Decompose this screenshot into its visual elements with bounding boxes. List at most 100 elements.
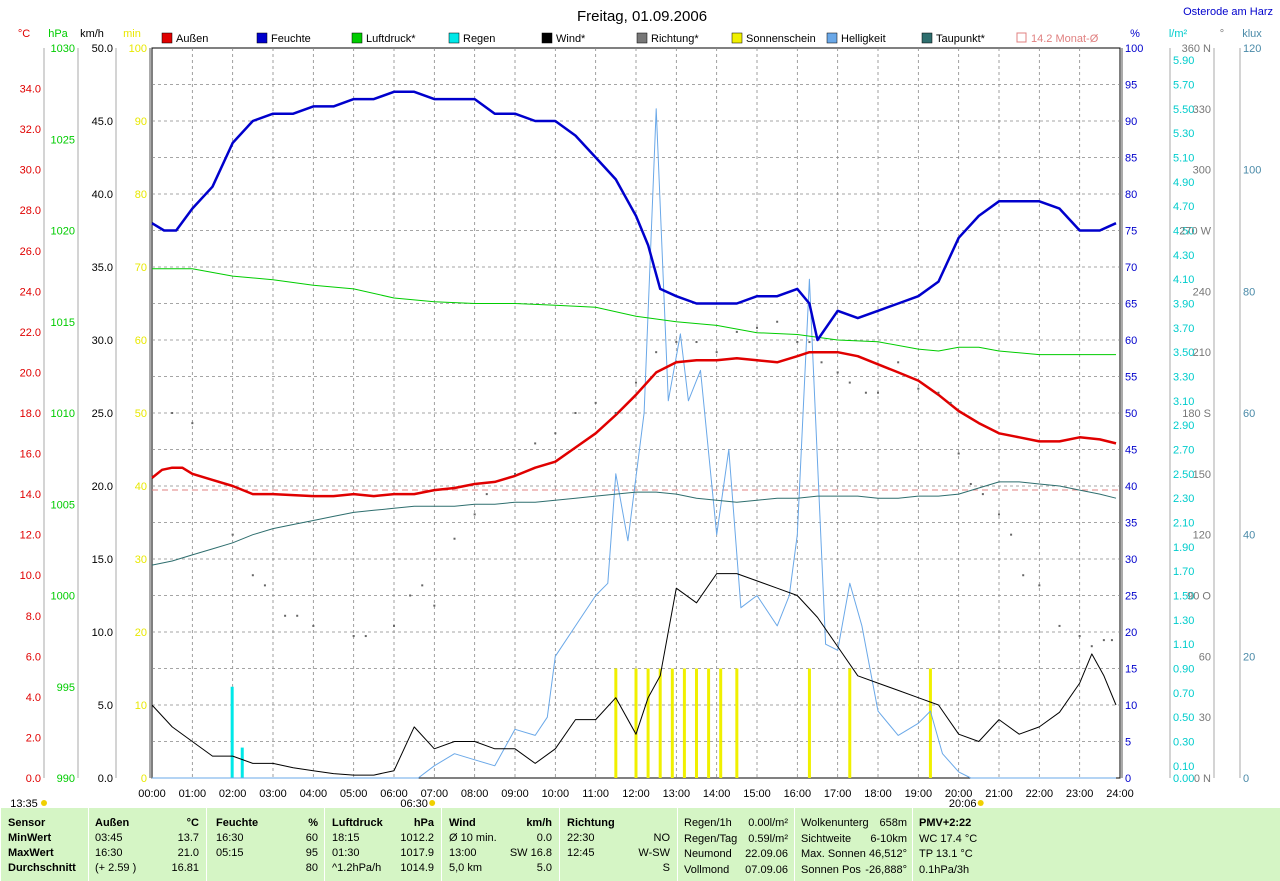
- feuchte-time: 05:15: [216, 847, 244, 859]
- x-tick-label: 18:00: [864, 788, 892, 800]
- direction-point: [284, 614, 287, 617]
- direction-point: [981, 493, 984, 496]
- series-line-helligkeit: [152, 108, 1116, 779]
- aussen-time: (+ 2.59 ): [95, 862, 137, 874]
- legend-label: Helligkeit: [841, 33, 886, 45]
- wind-value: 0.0: [536, 832, 552, 844]
- rain-tick-label: 3.30: [1173, 372, 1194, 384]
- aussen-value: 21.0: [177, 847, 199, 859]
- direction-point: [453, 537, 456, 540]
- direction-point: [836, 371, 839, 374]
- direction-point: [473, 513, 476, 516]
- wind-tick-label: 5.0: [98, 700, 113, 712]
- x-tick-label: 14:00: [703, 788, 731, 800]
- axis-unit-label: min: [123, 28, 141, 40]
- direction-point: [796, 341, 799, 344]
- temp-tick-label: 26.0: [20, 246, 41, 258]
- time-marker-label: 13:35: [10, 798, 38, 808]
- sunshine-bar: [614, 668, 618, 778]
- rain-tick-label: 0.00: [1173, 773, 1194, 785]
- legend-label: Luftdruck*: [366, 33, 416, 45]
- luftdruck-time: 01:30: [332, 847, 360, 859]
- rain-tick-label: 5.70: [1173, 80, 1194, 92]
- regen-label: Neumond: [684, 848, 732, 860]
- legend-swatch: [448, 32, 460, 44]
- rain-tick-label: 3.10: [1173, 396, 1194, 408]
- aussen-header: Außen: [95, 817, 130, 829]
- wind-time: Ø 10 min.: [449, 832, 497, 844]
- grid: [152, 48, 1120, 778]
- rain-tick-label: 3.90: [1173, 299, 1194, 311]
- x-tick-label: 17:00: [824, 788, 852, 800]
- temp-tick-label: 16.0: [20, 449, 41, 461]
- rain-tick-label: 1.90: [1173, 542, 1194, 554]
- x-tick-label: 00:00: [138, 788, 166, 800]
- legend-swatch: [351, 32, 363, 44]
- sunshine-bar: [848, 668, 852, 778]
- feuchte-value: 80: [305, 862, 318, 874]
- aussen-time: 16:30: [95, 847, 123, 859]
- legend-swatch: [1016, 32, 1027, 43]
- direction-tick-label: 300: [1193, 165, 1211, 177]
- direction-point: [735, 330, 738, 333]
- wind-value: 5.0: [536, 862, 552, 874]
- sunshine-bar: [695, 668, 698, 778]
- luftdruck-value: 1017.9: [400, 847, 434, 859]
- x-tick-label: 07:00: [421, 788, 449, 800]
- wolken-label: Sichtweite: [801, 832, 852, 845]
- temp-tick-label: 28.0: [20, 205, 41, 217]
- humidity-tick-label: 95: [1125, 80, 1137, 92]
- legend-swatch: [256, 32, 268, 44]
- rain-tick-label: 2.50: [1173, 469, 1194, 481]
- pressure-tick-label: 1010: [51, 408, 75, 420]
- rain-tick-label: 4.50: [1173, 226, 1194, 238]
- temp-tick-label: 32.0: [20, 124, 41, 136]
- x-tick-label: 22:00: [1026, 788, 1054, 800]
- humidity-tick-label: 15: [1125, 664, 1137, 676]
- temp-tick-label: 4.0: [26, 692, 41, 704]
- regen-value: 0.59l/m²: [748, 832, 788, 845]
- rain-tick-label: 5.50: [1173, 104, 1194, 116]
- stats-col-wolken: [794, 808, 913, 881]
- temp-tick-label: 12.0: [20, 530, 41, 542]
- temp-tick-label: 24.0: [20, 286, 41, 298]
- rain-tick-label: 5.90: [1173, 55, 1194, 67]
- direction-point: [1010, 533, 1013, 536]
- sunshine-tick-label: 90: [135, 116, 147, 128]
- brightness-tick-label: 20: [1243, 651, 1255, 663]
- wind-tick-label: 15.0: [92, 554, 113, 566]
- aussen-time: 03:45: [95, 832, 123, 844]
- stats-col-richtung: [559, 808, 678, 881]
- direction-point: [655, 351, 658, 354]
- humidity-tick-label: 40: [1125, 481, 1137, 493]
- direction-point: [756, 326, 758, 329]
- temp-tick-label: 30.0: [20, 165, 41, 177]
- rain-tick-label: 0.90: [1173, 664, 1194, 676]
- rain-tick-label: 0.10: [1173, 761, 1194, 773]
- weather-chart: Freitag, 01.09.2006 Osterode am Harz Auß…: [10, 6, 1273, 808]
- rain-tick-label: 2.10: [1173, 518, 1194, 530]
- legend-swatch: [826, 32, 838, 44]
- regen-label: Vollmond: [684, 863, 730, 876]
- direction-tick-label: 330: [1193, 104, 1211, 116]
- x-tick-label: 04:00: [300, 788, 328, 800]
- direction-tick-label: 120: [1193, 530, 1211, 542]
- x-tick-label: 16:00: [784, 788, 812, 800]
- temp-tick-label: 20.0: [20, 367, 41, 379]
- sunshine-tick-label: 10: [135, 700, 147, 712]
- axis-unit-label: %: [1130, 28, 1140, 40]
- rain-tick-label: 2.90: [1173, 420, 1194, 432]
- brightness-tick-label: 80: [1243, 286, 1255, 298]
- direction-point: [433, 604, 436, 607]
- legend-label: Wind*: [556, 33, 586, 45]
- chart-title: Freitag, 01.09.2006: [577, 8, 707, 25]
- series-line-wind: [151, 573, 1117, 776]
- direction-point: [574, 412, 577, 414]
- legend-swatch: [161, 32, 173, 44]
- luftdruck-time: 18:15: [332, 832, 360, 844]
- luftdruck-unit: hPa: [413, 817, 434, 829]
- humidity-tick-label: 100: [1125, 43, 1143, 55]
- rain-tick-label: 5.30: [1173, 128, 1194, 140]
- humidity-tick-label: 35: [1125, 518, 1137, 530]
- direction-point: [352, 635, 355, 638]
